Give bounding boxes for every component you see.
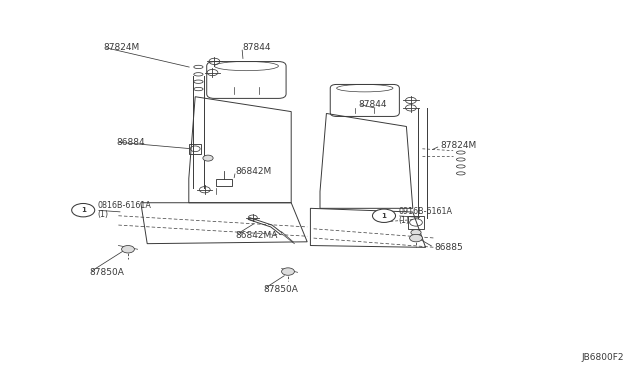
Text: JB6800F2: JB6800F2 bbox=[582, 353, 624, 362]
Text: 87824M: 87824M bbox=[104, 43, 140, 52]
Circle shape bbox=[122, 246, 134, 253]
Text: 0916B-6161A: 0916B-6161A bbox=[398, 207, 452, 216]
Circle shape bbox=[410, 234, 422, 242]
Circle shape bbox=[203, 155, 213, 161]
Circle shape bbox=[372, 209, 396, 222]
Text: 86884: 86884 bbox=[116, 138, 145, 147]
Text: 0816B-6161A: 0816B-6161A bbox=[97, 201, 151, 210]
Text: 87850A: 87850A bbox=[90, 268, 124, 277]
Text: 87844: 87844 bbox=[358, 100, 387, 109]
Text: 1: 1 bbox=[81, 207, 86, 213]
Text: 86842M: 86842M bbox=[236, 167, 272, 176]
Text: (1): (1) bbox=[97, 210, 108, 219]
Text: 1: 1 bbox=[381, 213, 387, 219]
Text: 87850A: 87850A bbox=[264, 285, 298, 294]
Text: 87824M: 87824M bbox=[440, 141, 477, 150]
Circle shape bbox=[411, 230, 421, 235]
Text: 86885: 86885 bbox=[434, 243, 463, 252]
Text: 86842MA: 86842MA bbox=[236, 231, 278, 240]
Circle shape bbox=[282, 268, 294, 275]
Text: (1): (1) bbox=[398, 216, 409, 225]
Text: 87844: 87844 bbox=[242, 43, 271, 52]
Circle shape bbox=[72, 203, 95, 217]
